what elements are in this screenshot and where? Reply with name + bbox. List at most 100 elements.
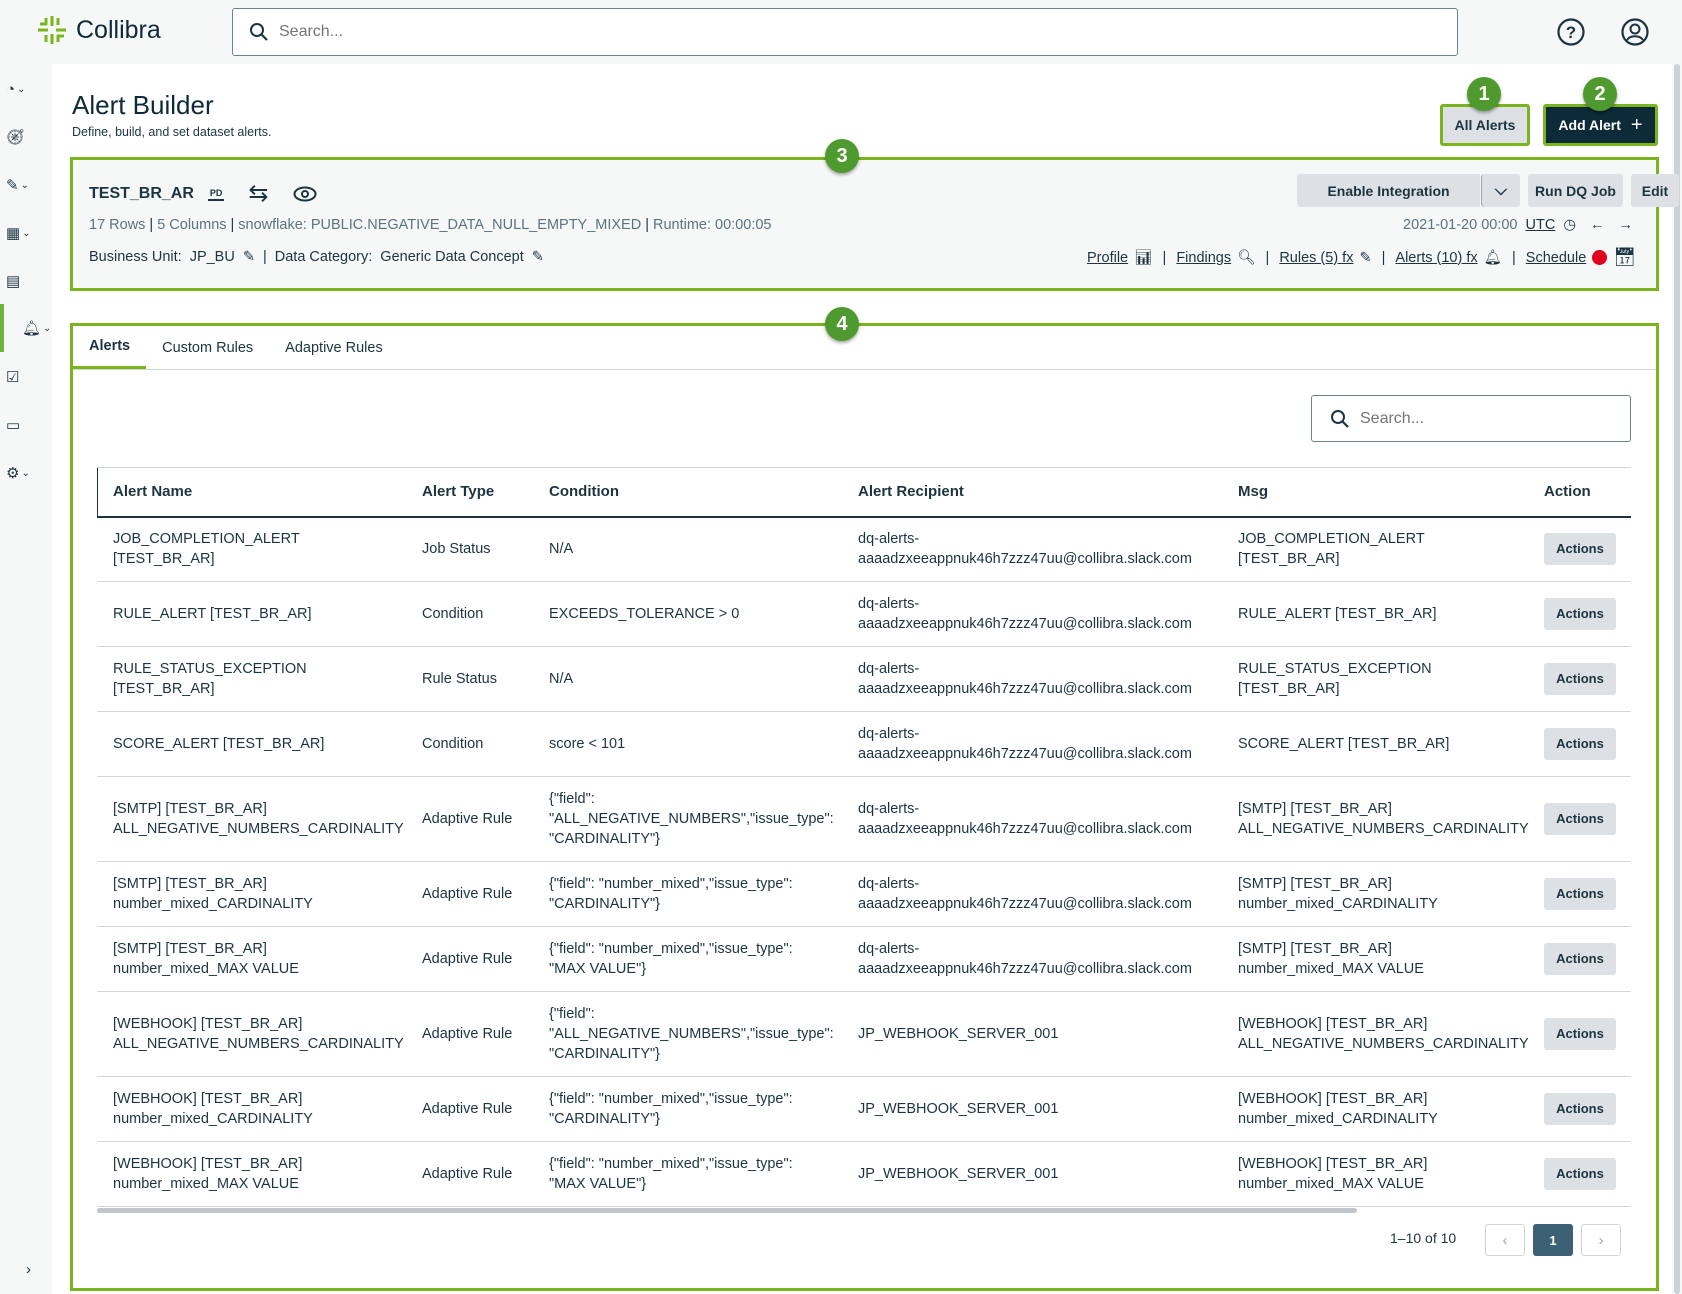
prev-page-button[interactable]: ‹ [1485, 1224, 1525, 1256]
cell-action: Actions [1528, 1141, 1631, 1207]
cell-action: Actions [1528, 861, 1631, 927]
calendar-icon[interactable]: 📅︎ [1613, 247, 1637, 267]
gauge-icon: ◔ [6, 80, 16, 98]
actions-button[interactable]: Actions [1544, 878, 1616, 910]
cell-type: Adaptive Rule [406, 776, 533, 862]
column-header[interactable]: Alert Recipient [842, 467, 1222, 518]
actions-button[interactable]: Actions [1544, 1093, 1616, 1125]
cell-name: SCORE_ALERT [TEST_BR_AR] [97, 711, 406, 777]
chevron-right-icon: › [26, 1260, 31, 1278]
cell-recipient: dq-alerts- aaaadzxeeappnuk46h7zzz47uu@co… [842, 581, 1222, 647]
sidebar-item-reports[interactable]: ▤ [6, 266, 48, 296]
pagination-range: 1–10 of 10 [1390, 1230, 1457, 1246]
plus-icon: + [1630, 113, 1643, 136]
sidebar: ◔ ⌄ 🧭︎ ✎ ⌄ ▦ ⌄ ▤ 🔔︎ ⌄ ☑ ▭ ⚙ ⌄ › [0, 64, 52, 1294]
tab-adaptive-rules[interactable]: Adaptive Rules [285, 339, 383, 356]
alerts-search-input[interactable] [1360, 409, 1620, 428]
actions-button[interactable]: Actions [1544, 1018, 1616, 1050]
user-account-icon[interactable] [1620, 17, 1650, 47]
sidebar-item-catalog[interactable]: ▦ ⌄ [6, 218, 48, 248]
sidebar-item-settings[interactable]: ⚙ ⌄ [6, 458, 48, 488]
enable-integration-button[interactable]: Enable Integration [1297, 174, 1480, 207]
findings-link[interactable]: Findings [1176, 249, 1232, 266]
schedule-link[interactable]: Schedule [1525, 249, 1587, 266]
cell-recipient: dq-alerts- aaaadzxeeappnuk46h7zzz47uu@co… [842, 861, 1222, 927]
page-scrollbar[interactable] [1674, 64, 1680, 1294]
actions-button[interactable]: Actions [1544, 598, 1616, 630]
cell-condition: {"field": "number_mixed","issue_type": "… [533, 926, 842, 992]
table-row: [SMTP] [TEST_BR_AR] number_mixed_CARDINA… [97, 861, 1631, 927]
next-page-button[interactable]: › [1581, 1224, 1621, 1256]
table-horizontal-scrollbar[interactable] [97, 1208, 1357, 1213]
actions-button[interactable]: Actions [1544, 663, 1616, 695]
actions-button[interactable]: Actions [1544, 1158, 1616, 1190]
pd-icon[interactable]: PD [207, 187, 225, 201]
alerts-link[interactable]: Alerts (10) fx [1395, 249, 1478, 266]
actions-button[interactable]: Actions [1544, 728, 1616, 760]
all-alerts-button[interactable]: All Alerts [1440, 104, 1530, 146]
actions-button[interactable]: Actions [1544, 533, 1616, 566]
eye-icon[interactable] [293, 186, 317, 202]
tab-alerts[interactable]: Alerts [73, 326, 147, 369]
bar-chart-icon: 📊︎ [1134, 250, 1153, 266]
edit-button[interactable]: Edit [1631, 174, 1679, 207]
sidebar-item-explore[interactable]: 🧭︎ [6, 122, 48, 152]
run-dq-job-button[interactable]: Run DQ Job [1528, 174, 1623, 207]
callout-badge: 1 [1467, 77, 1501, 111]
cell-recipient: dq-alerts- aaaadzxeeappnuk46h7zzz47uu@co… [842, 516, 1222, 582]
edit-data-category-icon[interactable]: ✎ [531, 249, 544, 265]
cell-condition: {"field": "ALL_NEGATIVE_NUMBERS","issue_… [533, 776, 842, 862]
edit-business-unit-icon[interactable]: ✎ [242, 249, 255, 265]
alerts-table: Alert Name Alert Type Condition Alert Recip… [97, 467, 1631, 1207]
cell-type: Condition [406, 581, 533, 647]
cell-condition: {"field": "ALL_NEGATIVE_NUMBERS","issue_… [533, 991, 842, 1077]
cell-type: Adaptive Rule [406, 926, 533, 992]
sidebar-item-alerts[interactable]: 🔔︎ ⌄ [0, 304, 51, 352]
arrow-left-icon[interactable]: ← [1589, 217, 1605, 233]
wrench-icon: ✎ [6, 177, 19, 194]
calendar-icon: ▭ [6, 417, 21, 434]
actions-button[interactable]: Actions [1544, 803, 1616, 835]
profile-link[interactable]: Profile [1087, 249, 1129, 266]
swap-icon[interactable]: ⇆ [248, 180, 269, 207]
global-search-input[interactable] [279, 23, 1379, 41]
tab-custom-rules[interactable]: Custom Rules [162, 339, 254, 356]
cell-msg: [WEBHOOK] [TEST_BR_AR] number_mixed_CARD… [1222, 1076, 1528, 1142]
help-icon[interactable]: ? [1556, 17, 1586, 47]
dataset-source: snowflake: PUBLIC.NEGATIVE_DATA_NULL_EMP… [238, 217, 642, 233]
table-row: [WEBHOOK] [TEST_BR_AR] ALL_NEGATIVE_NUMB… [97, 991, 1631, 1077]
sidebar-item-scheduler[interactable]: ▭ [6, 410, 48, 440]
clock-icon: ◷ [1563, 217, 1576, 233]
logo[interactable]: Collibra [36, 14, 161, 46]
wrench-icon: ✎ [1359, 249, 1372, 266]
arrow-right-icon[interactable]: → [1618, 217, 1633, 233]
cell-name: [WEBHOOK] [TEST_BR_AR] number_mixed_MAX … [97, 1141, 406, 1207]
cell-condition: N/A [533, 646, 842, 712]
cell-name: [WEBHOOK] [TEST_BR_AR] ALL_NEGATIVE_NUMB… [97, 991, 406, 1077]
status-dot [1592, 250, 1608, 265]
timezone-link[interactable]: UTC [1525, 217, 1556, 233]
global-search[interactable] [232, 8, 1458, 56]
cell-condition: score < 101 [533, 711, 842, 777]
column-header[interactable]: Alert Type [406, 467, 533, 518]
search-icon [1331, 409, 1349, 428]
runtime: Runtime: 00:00:05 [652, 217, 772, 233]
enable-integration-dropdown[interactable]: ⌵ [1481, 174, 1520, 207]
page-1-button[interactable]: 1 [1533, 1224, 1573, 1256]
column-header[interactable]: Action [1528, 467, 1631, 518]
actions-button[interactable]: Actions [1544, 943, 1616, 975]
brand-name: Collibra [76, 15, 161, 44]
sidebar-item-tasks[interactable]: ☑ [6, 362, 48, 392]
sidebar-item-dashboard[interactable]: ◔ ⌄ [6, 74, 48, 104]
rules-link[interactable]: Rules (5) fx [1279, 249, 1354, 266]
sidebar-item-rules[interactable]: ✎ ⌄ [6, 170, 48, 200]
add-alert-label: Add Alert [1558, 117, 1621, 133]
expand-sidebar-button[interactable]: › [26, 1254, 68, 1284]
cell-type: Rule Status [406, 646, 533, 712]
cell-msg: [SMTP] [TEST_BR_AR] number_mixed_MAX VAL… [1222, 926, 1528, 992]
alerts-search[interactable] [1311, 395, 1631, 442]
chevron-left-icon: ‹ [1502, 1231, 1508, 1249]
column-header[interactable]: Alert Name [97, 467, 406, 518]
column-header[interactable]: Condition [533, 467, 842, 518]
column-header[interactable]: Msg [1222, 467, 1528, 518]
